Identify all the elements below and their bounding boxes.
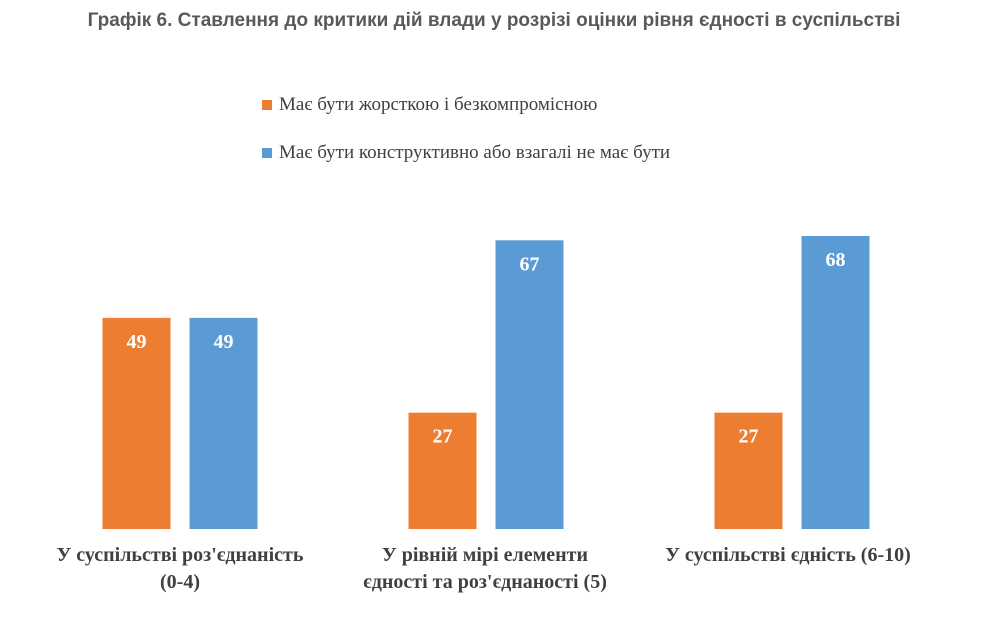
legend-item-0: Має бути жорсткою і безкомпромісною xyxy=(262,92,670,118)
category-label-0-line-1: (0-4) xyxy=(160,571,200,593)
bar-series1-cat2 xyxy=(801,236,870,529)
bar-series0-cat0 xyxy=(102,317,171,529)
legend-swatch-0 xyxy=(262,100,272,110)
data-label-series0-cat2: 27 xyxy=(739,426,759,448)
data-label-series0-cat1: 27 xyxy=(433,426,453,448)
bar-series1-cat1 xyxy=(495,240,564,529)
category-label-1: У рівній мірі елементи єдності та роз'єд… xyxy=(325,542,645,596)
legend-label-1: Має бути конструктивно або взагалі не ма… xyxy=(279,142,671,163)
category-label-0-line-0: У суспільстві роз'єднаність xyxy=(56,544,304,566)
category-label-2: У суспільстві єдність (6-10) xyxy=(628,542,948,569)
legend-item-1: Має бути конструктивно або взагалі не ма… xyxy=(262,140,670,166)
legend-swatch-1 xyxy=(262,148,272,158)
chart-title: Графік 6. Ставлення до критики дій влади… xyxy=(87,10,901,31)
data-label-series0-cat0: 49 xyxy=(127,331,147,353)
data-label-series1-cat2: 68 xyxy=(826,249,846,271)
bar-series0-cat1 xyxy=(408,412,477,529)
data-label-series1-cat0: 49 xyxy=(214,331,234,353)
legend-label-0: Має бути жорсткою і безкомпромісною xyxy=(279,94,598,115)
data-label-series1-cat1: 67 xyxy=(520,253,540,275)
category-label-2-line-0: У суспільстві єдність (6-10) xyxy=(665,544,911,566)
bar-series0-cat2 xyxy=(714,412,783,529)
category-label-1-line-1: єдності та роз'єднаності (5) xyxy=(363,571,607,593)
category-label-0: У суспільстві роз'єднаність (0-4) xyxy=(20,542,340,596)
legend: Має бути жорсткою і безкомпромісною Має … xyxy=(262,92,670,188)
bar-series1-cat0 xyxy=(189,317,258,529)
category-label-1-line-0: У рівній мірі елементи xyxy=(382,544,588,566)
